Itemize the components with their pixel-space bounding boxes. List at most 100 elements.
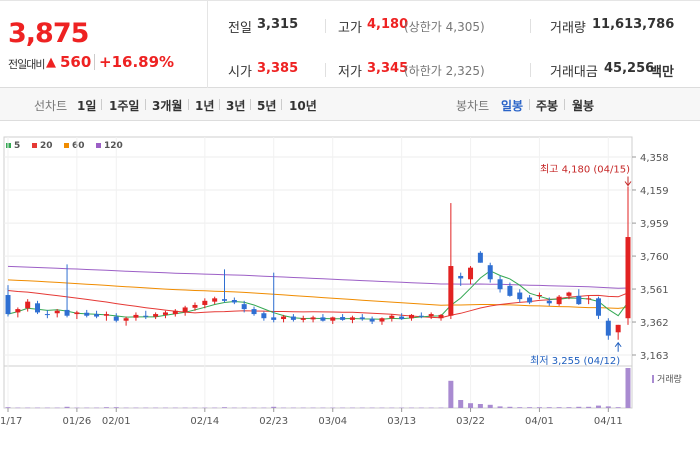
x-tick-label: 01/26 (62, 416, 91, 427)
volume-bar (536, 407, 542, 408)
candle-body (231, 299, 237, 303)
candle-body (172, 310, 178, 315)
change-divider (94, 54, 95, 70)
candle-body (320, 317, 326, 321)
candle-body (182, 307, 188, 313)
chart-frame (3, 136, 633, 409)
candle-body (241, 304, 247, 310)
volume-bar (113, 407, 119, 408)
volume-bar (379, 407, 385, 409)
candle-body (281, 316, 287, 320)
divider (101, 99, 102, 110)
volume-bar (172, 407, 178, 409)
volume-bar (330, 407, 336, 409)
divider (530, 63, 531, 77)
period-3m[interactable]: 3개월 (152, 99, 183, 113)
candle-body (74, 312, 80, 315)
candle-body (507, 285, 513, 296)
candle-body (468, 267, 474, 280)
low-value: 3,345 (367, 61, 409, 76)
candle-body (84, 312, 90, 316)
legend-ma5: 5 (14, 141, 21, 151)
volume-bar (497, 406, 503, 408)
candle-chart-label: 봉차트 (456, 99, 490, 113)
divider (281, 99, 282, 110)
y-tick-label: 4,358 (640, 153, 669, 164)
candle-body (487, 265, 493, 280)
volume-bar (576, 406, 582, 408)
divider (564, 99, 565, 110)
prev-close-value: 3,315 (257, 17, 299, 32)
candle-body (536, 295, 542, 297)
candle-body (35, 303, 41, 313)
volume-bar (428, 407, 434, 409)
x-tick-label: 03/13 (387, 416, 416, 427)
turnover-value: 45,256 (604, 61, 655, 76)
candle-body (408, 314, 414, 319)
candle-body (399, 316, 405, 320)
volume-bar (418, 407, 424, 409)
y-tick-label: 4,159 (640, 186, 669, 197)
candle-body (359, 317, 365, 320)
candle-body (44, 314, 50, 316)
period-1w[interactable]: 1주일 (109, 99, 140, 113)
legend-swatch-ma120 (96, 143, 101, 148)
volume-bar (153, 407, 159, 409)
volume-bar (212, 407, 218, 409)
period-1y[interactable]: 1년 (195, 99, 215, 113)
candle-body (25, 301, 31, 309)
candle-body (212, 298, 218, 302)
candle-body (310, 317, 316, 320)
candle-body (340, 317, 346, 320)
tab-daily[interactable]: 일봉 (501, 99, 524, 113)
ma60-line (7, 279, 629, 309)
candle-body (527, 297, 533, 303)
legend-swatch-ma60 (64, 143, 69, 148)
y-tick-label: 3,959 (640, 219, 669, 230)
tab-weekly[interactable]: 주봉 (536, 99, 559, 113)
candle-body (222, 299, 228, 301)
y-tick-label: 3,561 (640, 285, 669, 296)
volume-bar (182, 407, 188, 409)
volume-bar (54, 407, 60, 409)
period-10y[interactable]: 10년 (289, 99, 317, 113)
change-label: 전일대비 (8, 58, 45, 71)
candle-body (251, 309, 257, 315)
turnover-unit: 백만 (650, 65, 674, 80)
legend-ma60: 60 (72, 141, 85, 151)
candle-body (54, 310, 60, 314)
candle-body (271, 317, 277, 320)
volume-label: 거래량 (550, 21, 586, 36)
candle-body (605, 320, 611, 336)
volume-bar (251, 407, 257, 409)
y-tick-label: 3,362 (640, 318, 669, 329)
candle-body (5, 295, 11, 315)
y-tick-label: 3,760 (640, 252, 669, 263)
price-box: 3,875 전일대비 ▲ 560 +16.89% (0, 1, 208, 88)
period-5y[interactable]: 5년 (257, 99, 277, 113)
tab-monthly[interactable]: 월봉 (572, 99, 595, 113)
open-label: 시가 (228, 65, 252, 80)
x-tick-label: 03/04 (318, 416, 347, 427)
candle-body (330, 317, 336, 321)
candle-body (458, 275, 464, 279)
volume-bar (241, 407, 247, 409)
volume-bar (103, 407, 109, 408)
volume-bar (507, 406, 513, 408)
candle-body (290, 316, 296, 320)
candle-body (15, 309, 21, 313)
volume-bar (290, 407, 296, 409)
volume-bar (448, 380, 454, 408)
period-1d[interactable]: 1일 (77, 99, 97, 113)
volume-bar (202, 407, 208, 409)
volume-bar (44, 407, 50, 409)
volume-bar (487, 404, 493, 408)
legend-ma120: 120 (104, 141, 123, 151)
candle-body (438, 314, 444, 319)
chart-toolbar: 선차트 1일 1주일 3개월 1년 3년 5년 10년 봉차트 일봉 주봉 월봉 (0, 88, 700, 121)
volume-bar (359, 407, 365, 409)
volume-bar (133, 407, 139, 409)
volume-bar (94, 407, 100, 409)
period-3y[interactable]: 3년 (226, 99, 246, 113)
volume-bar (143, 407, 149, 409)
